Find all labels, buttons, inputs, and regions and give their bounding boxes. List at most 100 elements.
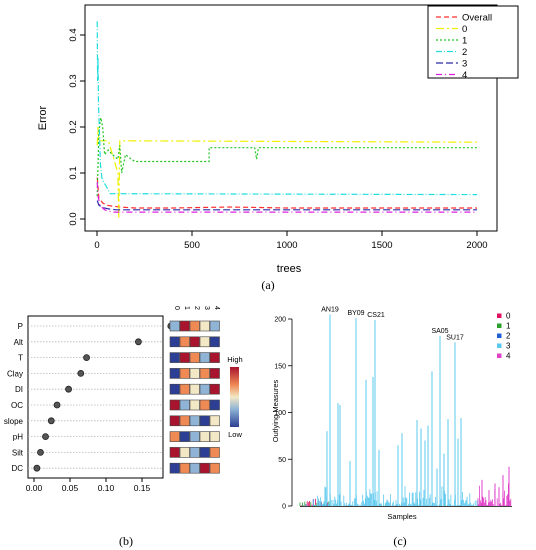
panel-c-legend-label: 2 — [506, 332, 511, 341]
panel-b-label: (b) — [119, 534, 133, 548]
panel-b-heatmap-cell — [169, 431, 180, 442]
panel-b-category-label: T — [18, 354, 23, 363]
panel-b-heatmap-cell — [189, 383, 200, 395]
panel-b-point — [47, 417, 55, 425]
panel-b-heatmap-cell — [189, 368, 200, 379]
panel-a-legend-label: Overall — [462, 13, 492, 24]
panel-b-category-label: slope — [4, 417, 24, 426]
panel-a-legend-label: 4 — [462, 70, 467, 81]
panel-b-heatmap-cell — [189, 462, 200, 474]
panel-b-point — [83, 354, 90, 362]
panel-a-error-chart: 0 500 1000 1500 2000 0.0 0.1 0.2 0.3 0.4 trees Er… — [37, 4, 519, 292]
panel-b-xtick-label: 0.15 — [134, 483, 151, 493]
panel-b-heatmap-cell — [199, 383, 210, 395]
panel-a-series-line-Overall — [96, 177, 477, 209]
panel-a-series-line-2 — [96, 21, 478, 196]
panel-b-point — [77, 369, 85, 377]
panel-b-heatmap-cell — [179, 336, 190, 348]
panel-b-heatmap-cell — [189, 431, 200, 442]
panel-b-heatmap-cell — [209, 320, 220, 332]
panel-b-category-label: Clay — [7, 369, 23, 378]
panel-b-heatmap-cell — [209, 352, 220, 363]
panel-c-bars — [299, 314, 512, 506]
panel-b-heatmap-cell — [209, 415, 220, 427]
panel-b-point — [37, 448, 44, 456]
panel-c-legend-swatch — [497, 313, 502, 318]
panel-b-point — [33, 464, 41, 472]
panel-b-heatmap-column-label: 4 — [213, 306, 220, 310]
panel-b-heatmap-cell — [209, 462, 220, 474]
panel-b-importance: P Alt T Clay DI OC slope pH Silt DC 0.00 0.05 0.10 0.… — [4, 306, 243, 548]
panel-a-xtick-label: 500 — [184, 240, 200, 251]
panel-a-legend-label: 0 — [462, 24, 467, 35]
panel-a-series-line-0 — [96, 126, 478, 220]
panel-a-xtick-label: 1000 — [276, 240, 297, 251]
panel-b-heatmap-cell — [199, 447, 210, 458]
panel-c-annotation-label: CS21 — [367, 312, 385, 319]
panel-b-heatmap-cell — [179, 352, 190, 363]
panel-a-xlabel: trees — [277, 263, 302, 275]
panel-b-heatmap-column-label: 2 — [193, 306, 200, 310]
panel-b-heatmap-cell — [169, 368, 180, 379]
panel-c-legend-label: 1 — [506, 322, 511, 331]
panel-b-heatmap-cell — [179, 368, 190, 379]
panel-b-heatmap-cell — [169, 462, 180, 474]
panel-b-heatmap-cell — [189, 352, 200, 363]
panel-b-xtick-label: 0.05 — [62, 483, 79, 493]
panel-a-xtick-label: 1500 — [371, 240, 392, 251]
panel-b-heatmap-cell — [199, 352, 210, 363]
panel-b-point — [134, 338, 142, 346]
panel-b-category-label: DC — [11, 464, 23, 473]
panel-b-heatmap-cell — [169, 352, 180, 363]
panel-b-heatmap-cell — [169, 399, 180, 411]
panel-c-legend-label: 3 — [506, 342, 511, 351]
panel-c-annotation-label: SU17 — [446, 334, 464, 341]
panel-b-heatmap-column-label: 3 — [203, 306, 210, 310]
panel-a-xtick-label: 2000 — [466, 240, 487, 251]
panel-b-plot-frame — [27, 315, 164, 479]
panel-a-plot-frame — [84, 4, 498, 232]
panel-b-heatmap-cell — [169, 447, 180, 458]
panel-a-axes: 0 500 1000 1500 2000 0.0 0.1 0.2 0.3 0.4 — [68, 28, 488, 251]
panel-b-heatmap-cell — [189, 336, 200, 348]
panel-a-xtick-label: 0 — [94, 240, 99, 251]
panel-c-ylabel: Outlying Measures — [271, 379, 280, 442]
panel-b-colorbar-low: Low — [228, 430, 242, 439]
panel-b-heatmap-cell — [189, 320, 200, 332]
panel-b-heatmap-cell — [209, 431, 220, 442]
panel-c-legend-label: 0 — [506, 312, 511, 321]
panel-b-heatmap-column-label: 0 — [173, 306, 180, 310]
panel-b-heatmap-cell — [209, 399, 220, 411]
panel-b-dotplot: P Alt T Clay DI OC slope pH Silt DC 0.00 0.05 0.10 0.… — [4, 322, 175, 493]
panel-b-heatmap-cell — [189, 447, 200, 458]
panel-b-category-label: DI — [15, 385, 23, 394]
panel-b-xtick-label: 0.00 — [26, 483, 43, 493]
panel-b-heatmap-cell — [169, 320, 180, 332]
panel-c-ytick-label: 100 — [274, 410, 286, 417]
panel-c-legend-swatch — [497, 343, 502, 348]
panel-c-ytick-label: 150 — [274, 363, 286, 370]
panel-a-ytick-label: 0.3 — [68, 74, 79, 87]
panel-a-legend-label: 2 — [462, 47, 467, 58]
panel-c-ytick-label: 50 — [278, 457, 286, 464]
panel-c-legend-swatch — [497, 323, 502, 328]
panel-b-point — [53, 401, 61, 409]
panel-a-series-line-4 — [96, 182, 477, 213]
panel-b-heatmap-cell — [169, 336, 180, 348]
panel-a-series — [96, 21, 478, 220]
panel-b-heatmap-cell — [179, 462, 190, 474]
panel-b-category-label: OC — [11, 401, 23, 410]
panel-a-series-line-3 — [96, 200, 477, 211]
panel-a-legend-box — [427, 5, 519, 79]
panel-c-legend-label: 4 — [506, 352, 511, 361]
panel-b-point — [42, 433, 49, 441]
panel-a-series-line-1 — [96, 117, 477, 197]
panel-b-category-label: P — [18, 322, 23, 331]
panel-a-legend-label: 3 — [462, 59, 467, 70]
panel-c-ytick-label: 200 — [274, 317, 286, 324]
panel-b-heatmap-cell — [209, 383, 220, 395]
